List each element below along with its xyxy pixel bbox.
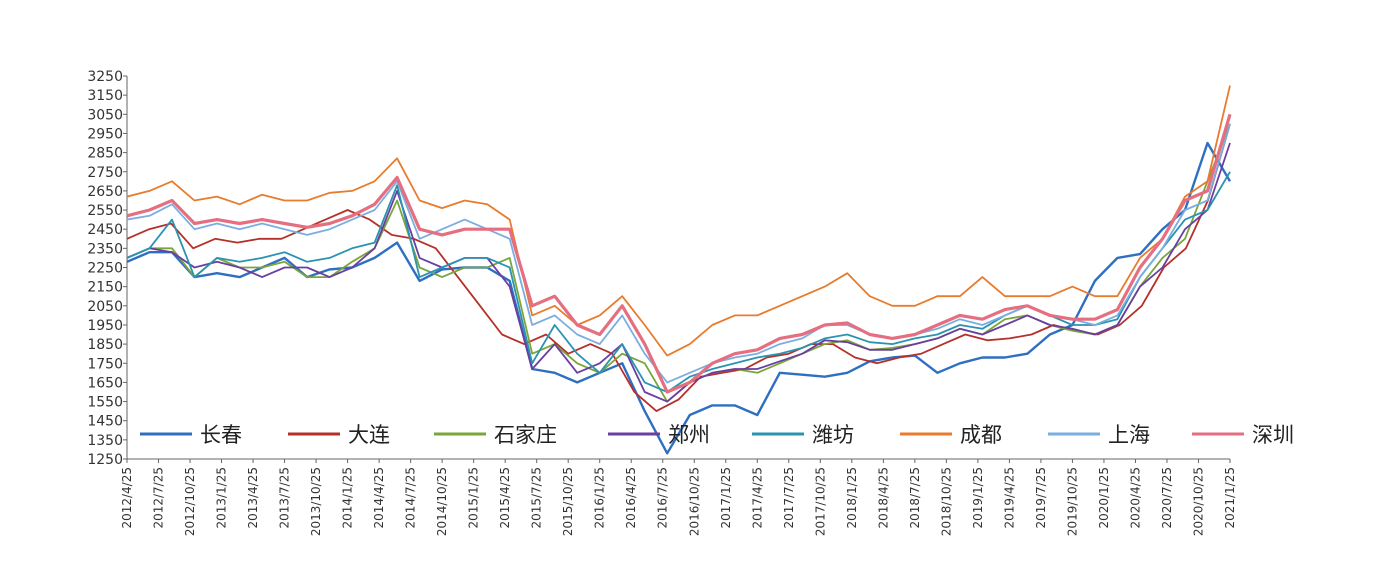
series-line-4 [126, 171, 1231, 393]
y-tick-label: 2450 [87, 222, 123, 238]
y-axis-ticks: 1250 1350 1450 1550 1650 1750 1850 1950 2050 2150… [87, 69, 127, 468]
y-tick-label: 1350 [87, 433, 123, 449]
x-tick-label: 2020/4/25 [1128, 467, 1142, 529]
x-tick-label: 2017/10/25 [813, 467, 827, 536]
y-tick-label: 2050 [87, 299, 123, 315]
y-tick-label: 3150 [87, 88, 123, 104]
y-tick-label: 1750 [87, 356, 123, 372]
legend-label-5: 成都 [960, 423, 1002, 447]
legend-label-0: 长春 [200, 423, 242, 447]
series-line-7 [126, 113, 1232, 394]
x-tick-label: 2013/7/25 [278, 467, 292, 529]
x-tick-label: 2016/1/25 [593, 467, 607, 529]
y-tick-label: 2350 [87, 241, 123, 257]
series-line-0 [126, 141, 1232, 455]
x-tick-label: 2018/1/25 [845, 467, 859, 529]
legend-label-7: 深圳 [1252, 423, 1294, 447]
x-tick-label: 2017/1/25 [719, 467, 733, 529]
x-tick-label: 2016/10/25 [687, 467, 701, 536]
x-tick-label: 2015/1/25 [467, 467, 481, 529]
legend-label-2: 石家庄 [494, 423, 557, 447]
x-tick-label: 2019/10/25 [1065, 467, 1079, 536]
x-tick-label: 2014/1/25 [341, 467, 355, 529]
legend-label-1: 大连 [348, 423, 390, 447]
x-tick-label: 2018/10/25 [939, 467, 953, 536]
y-tick-label: 2250 [87, 261, 123, 277]
x-axis-ticks: 2012/4/25 2012/7/25 2012/10/25 2013/1/25 201… [120, 459, 1237, 536]
legend-label-3: 郑州 [668, 423, 710, 447]
x-tick-label: 2013/4/25 [246, 467, 260, 529]
x-tick-label: 2018/7/25 [908, 467, 922, 529]
y-tick-label: 2950 [87, 126, 123, 142]
x-tick-label: 2019/1/25 [971, 467, 985, 529]
y-tick-label: 2750 [87, 165, 123, 181]
x-tick-label: 2017/7/25 [782, 467, 796, 529]
x-tick-label: 2017/4/25 [750, 467, 764, 529]
x-tick-label: 2015/4/25 [498, 467, 512, 529]
x-tick-label: 2019/4/25 [1002, 467, 1016, 529]
y-tick-label: 1550 [87, 395, 123, 411]
x-tick-label: 2012/10/25 [183, 467, 197, 536]
x-tick-label: 2014/7/25 [404, 467, 418, 529]
y-tick-label: 1850 [87, 337, 123, 353]
x-tick-label: 2014/4/25 [372, 467, 386, 529]
y-tick-label: 3250 [87, 69, 123, 85]
series-line-2 [126, 123, 1231, 403]
legend-label-6: 上海 [1108, 423, 1150, 447]
x-tick-label: 2012/4/25 [120, 467, 134, 529]
x-tick-label: 2018/4/25 [876, 467, 890, 529]
x-tick-label: 2013/10/25 [309, 467, 323, 536]
x-tick-label: 2012/7/25 [152, 467, 166, 529]
y-tick-label: 1250 [87, 452, 123, 468]
y-tick-label: 2550 [87, 203, 123, 219]
chart-series [126, 85, 1232, 455]
x-tick-label: 2013/1/25 [215, 467, 229, 529]
x-tick-label: 2020/7/25 [1160, 467, 1174, 529]
legend-label-4: 潍坊 [812, 423, 854, 447]
series-line-5 [126, 85, 1231, 357]
x-tick-label: 2016/4/25 [624, 467, 638, 529]
y-tick-label: 1450 [87, 414, 123, 430]
series-line-3 [126, 142, 1231, 403]
y-tick-label: 1950 [87, 318, 123, 334]
y-tick-label: 1650 [87, 375, 123, 391]
x-tick-label: 2014/10/25 [435, 467, 449, 536]
x-tick-label: 2015/7/25 [530, 467, 544, 529]
chart-legend: 长春 大连 石家庄 郑州 潍坊 成都 上海 深圳 [140, 423, 1294, 447]
x-tick-label: 2016/7/25 [656, 467, 670, 529]
x-tick-label: 2019/7/25 [1034, 467, 1048, 529]
x-tick-label: 2021/1/25 [1223, 467, 1237, 529]
y-tick-label: 2850 [87, 146, 123, 162]
y-tick-label: 2650 [87, 184, 123, 200]
x-tick-label: 2020/1/25 [1097, 467, 1111, 529]
x-tick-label: 2015/10/25 [561, 467, 575, 536]
series-line-6 [126, 123, 1231, 384]
x-tick-label: 2020/10/25 [1191, 467, 1205, 536]
y-tick-label: 2150 [87, 280, 123, 296]
y-tick-label: 3050 [87, 107, 123, 123]
